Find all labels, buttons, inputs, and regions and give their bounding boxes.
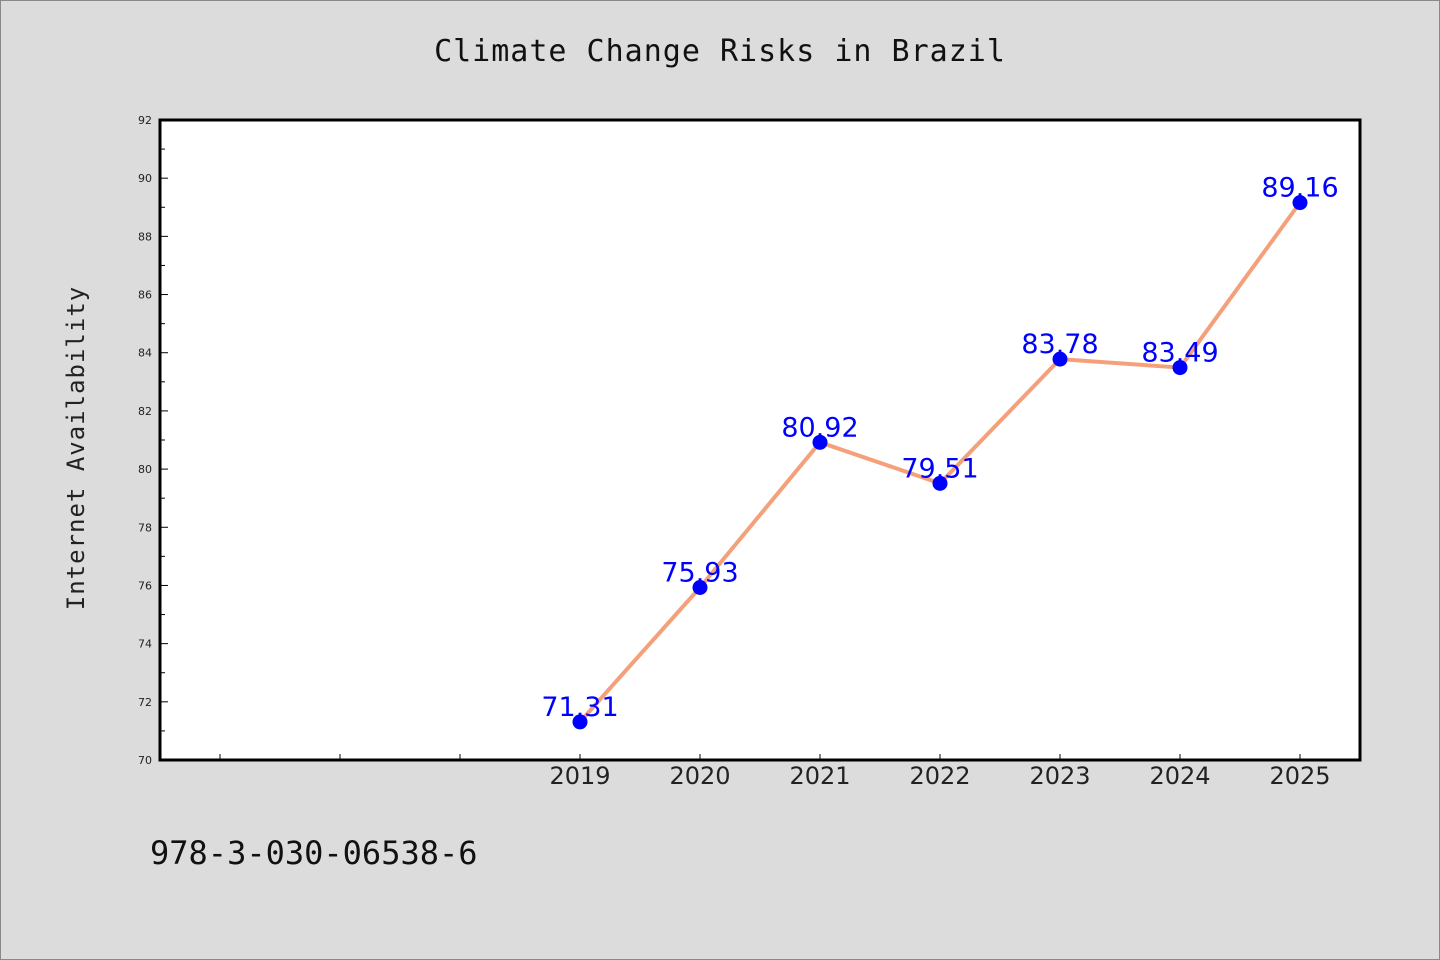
y-tick-label: 70 [138,754,152,767]
y-tick-label: 86 [138,289,152,302]
isbn-text: 978-3-030-06538-6 [150,834,478,872]
y-tick-label: 78 [138,521,152,534]
y-axis: 70 72 74 76 78 80 82 84 86 88 90 92 [138,114,168,767]
data-label: 89.16 [1261,173,1338,204]
data-label: 71.31 [541,692,618,723]
y-tick-label: 82 [138,405,152,418]
x-tick-label: 2024 [1149,762,1210,790]
data-label: 75.93 [661,557,738,588]
data-point [572,714,588,730]
data-point [692,579,708,595]
x-tick-label: 2020 [669,762,730,790]
y-tick-label: 74 [138,638,152,651]
data-point [1172,360,1188,376]
data-point [1292,195,1308,211]
y-tick-label: 84 [138,347,152,360]
series-layer: 71.31 75.93 80.92 79.51 83.78 83.49 89.16 [541,173,1339,730]
x-tick-label: 2019 [549,762,610,790]
data-point [932,475,948,491]
y-tick-label: 90 [138,172,152,185]
x-tick-label: 2025 [1269,762,1330,790]
data-point [812,434,828,450]
y-tick-label: 72 [138,696,152,709]
data-label: 83.78 [1021,329,1098,360]
chart-title: Climate Change Risks in Brazil [434,34,1006,69]
data-label: 83.49 [1141,338,1218,369]
y-tick-label: 76 [138,579,152,592]
x-tick-label: 2021 [789,762,850,790]
x-tick-label: 2022 [909,762,970,790]
plot-area [158,118,1362,762]
y-tick-label: 80 [138,463,152,476]
data-point [1052,351,1068,367]
y-tick-label: 88 [138,230,152,243]
data-label: 79.51 [901,453,978,484]
data-label: 80.92 [781,412,858,443]
y-tick-label: 92 [138,114,152,127]
x-axis: 2019 2020 2021 2022 2023 2024 2025 [219,754,1331,790]
x-tick-label: 2023 [1029,762,1090,790]
